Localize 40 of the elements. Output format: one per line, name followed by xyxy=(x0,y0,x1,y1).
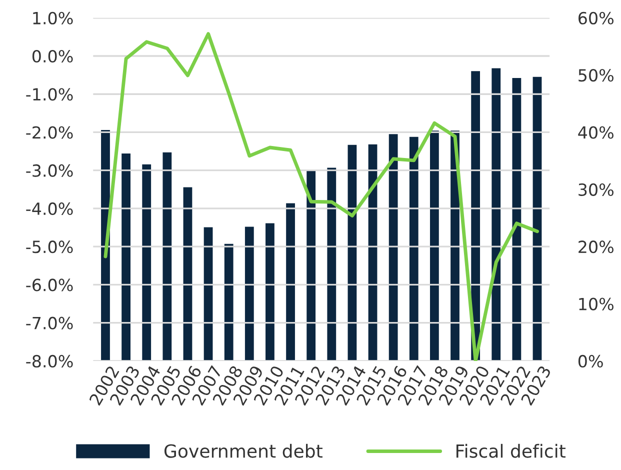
line-series xyxy=(104,32,539,361)
bar xyxy=(223,242,235,361)
y2-tick-label: 50% xyxy=(578,69,614,82)
bar xyxy=(510,76,523,361)
bar xyxy=(100,128,112,361)
bar xyxy=(182,186,194,361)
bar xyxy=(346,144,358,361)
y2-tick-label: 60% xyxy=(578,12,614,24)
y-tick-label: -5.0% xyxy=(26,240,73,254)
y-tick-label: -2.0% xyxy=(26,126,73,139)
legend-label: Fiscal deficit xyxy=(456,444,566,458)
bar xyxy=(408,136,420,361)
bar xyxy=(366,142,379,361)
bar xyxy=(531,75,544,361)
bar xyxy=(244,225,256,361)
y2-tick-label: 20% xyxy=(578,240,614,254)
y2-tick-label: 10% xyxy=(579,298,614,310)
bar xyxy=(264,222,276,361)
y2-tick-label: 0% xyxy=(578,354,603,368)
y-tick-label: -8.0% xyxy=(26,354,73,368)
bar xyxy=(284,202,296,361)
bar xyxy=(387,132,400,361)
bar xyxy=(120,152,132,361)
y2-tick-label: 40% xyxy=(578,126,614,139)
y-tick-label: -6.0% xyxy=(26,278,73,292)
legend-label: Government debt xyxy=(164,444,322,458)
y-tick-label: -1.0% xyxy=(26,88,73,101)
bar xyxy=(161,150,173,361)
y-tick-label: -4.0% xyxy=(26,202,73,216)
bar xyxy=(470,70,482,361)
bar xyxy=(326,166,338,361)
bar xyxy=(140,162,152,361)
bar xyxy=(490,66,502,361)
y-tick-label: 1.0% xyxy=(33,12,73,24)
y-tick-label: 0.0% xyxy=(32,50,73,63)
bar xyxy=(202,226,214,361)
bar xyxy=(428,129,440,361)
y-tick-label: -7.0% xyxy=(26,316,73,330)
y-tick-label: -3.0% xyxy=(26,164,73,177)
y2-tick-label: 30% xyxy=(578,183,614,196)
